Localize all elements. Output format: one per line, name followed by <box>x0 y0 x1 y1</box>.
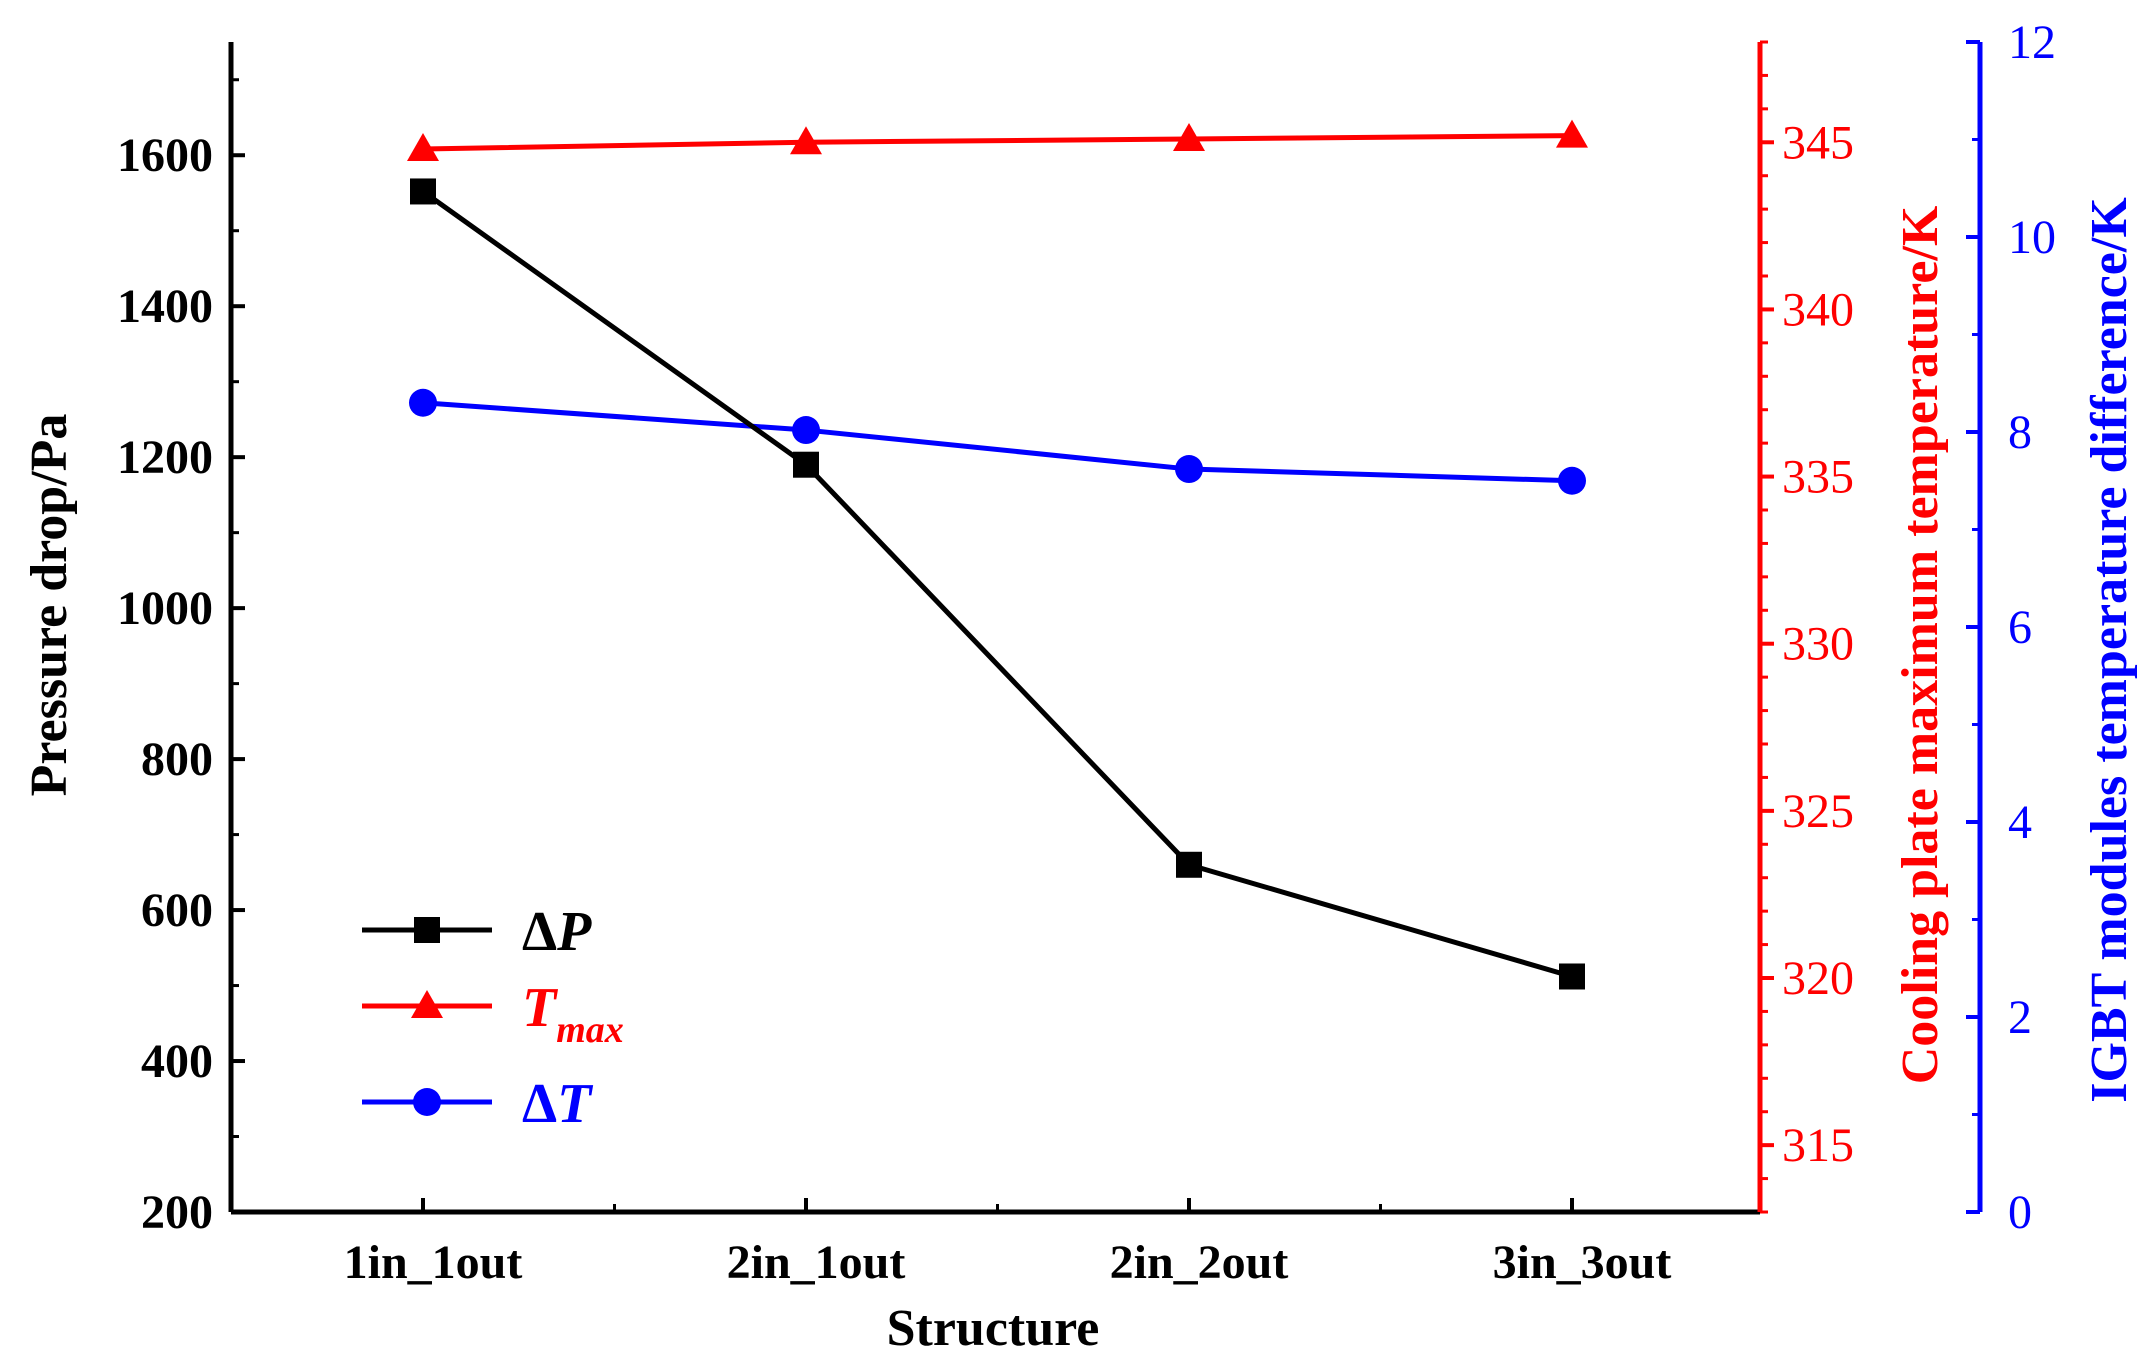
left-tick-label: 1600 <box>117 129 213 182</box>
x-tick-label: 2in_2out <box>1110 1236 1289 1289</box>
series-line-0 <box>423 191 1572 976</box>
cooling-tick-label: 315 <box>1782 1119 1854 1172</box>
left-axis-title: Pressure drop/Pa <box>21 414 78 797</box>
legend-label: ΔP <box>522 901 592 963</box>
igbt-tick-label: 6 <box>2008 601 2032 654</box>
data-point-2 <box>409 389 437 417</box>
chart: 200 400 600 800 1000 1200 1400 1600 315 320 325 330… <box>0 0 2149 1361</box>
x-tick-label: 3in_3out <box>1493 1236 1672 1289</box>
data-point-0 <box>1176 852 1202 878</box>
cooling-tick-label: 345 <box>1782 116 1854 169</box>
series-line-2 <box>423 403 1572 481</box>
data-point-2 <box>1558 467 1586 495</box>
data-point-0 <box>410 178 436 204</box>
data-point-0 <box>1559 963 1585 989</box>
left-tick-label: 1200 <box>117 431 213 484</box>
igbt-axis-title: IGBT modules temperature difference/K <box>2081 197 2138 1103</box>
igbt-tick-label: 12 <box>2008 16 2056 69</box>
legend-label-symbol: Δ <box>522 901 557 963</box>
left-tick-label: 1400 <box>117 280 213 333</box>
cooling-axis-title: Cooling plate maximum temperature/K <box>1892 205 1949 1084</box>
legend-label: ΔT <box>522 1073 594 1135</box>
igbt-tick-label: 10 <box>2008 211 2056 264</box>
data-point-0 <box>793 452 819 478</box>
legend-label: Tmax <box>522 977 624 1051</box>
cooling-tick-label: 340 <box>1782 283 1854 336</box>
igbt-tick-label: 0 <box>2008 1186 2032 1239</box>
left-tick-label: 1000 <box>117 582 213 635</box>
igbt-tick-label: 2 <box>2008 991 2032 1044</box>
cooling-tick-label: 320 <box>1782 952 1854 1005</box>
cooling-tick-label: 325 <box>1782 785 1854 838</box>
legend-label-variable: P <box>556 901 592 963</box>
legend-marker <box>414 917 440 943</box>
legend-label-subscript: max <box>556 1009 624 1051</box>
x-tick-label: 1in_1out <box>344 1236 523 1289</box>
cooling-tick-label: 330 <box>1782 618 1854 671</box>
legend-label-variable: T <box>557 1073 594 1135</box>
igbt-tick-label: 8 <box>2008 406 2032 459</box>
legend-label-symbol: Δ <box>522 1073 557 1135</box>
legend-label-variable: T <box>522 977 559 1039</box>
x-axis-title: Structure <box>887 1300 1100 1357</box>
data-point-2 <box>1175 455 1203 483</box>
data-point-2 <box>792 416 820 444</box>
igbt-tick-label: 4 <box>2008 796 2032 849</box>
series-line-1 <box>423 136 1572 149</box>
cooling-tick-label: 335 <box>1782 451 1854 504</box>
left-tick-label: 800 <box>141 733 213 786</box>
left-tick-label: 200 <box>141 1186 213 1239</box>
left-tick-label: 600 <box>141 884 213 937</box>
left-tick-label: 400 <box>141 1035 213 1088</box>
legend-marker <box>413 1088 441 1116</box>
x-tick-label: 2in_1out <box>727 1236 906 1289</box>
